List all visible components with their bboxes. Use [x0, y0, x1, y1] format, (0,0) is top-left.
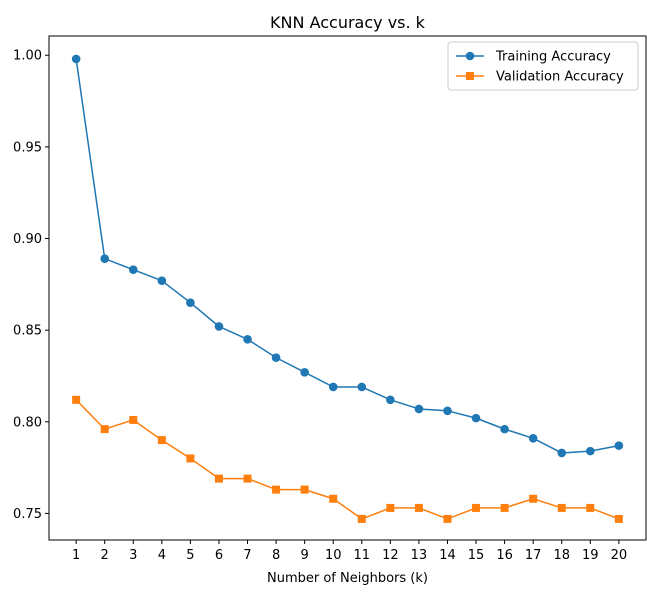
- x-tick-label: 10: [325, 548, 342, 563]
- x-tick-label: 14: [439, 548, 456, 563]
- data-point: [357, 514, 366, 523]
- legend-label: Training Accuracy: [495, 50, 611, 65]
- data-point: [100, 254, 110, 263]
- x-tick-label: 13: [411, 548, 428, 563]
- y-tick-label: 0.85: [13, 324, 42, 339]
- data-point: [272, 485, 281, 494]
- data-point: [128, 265, 138, 274]
- x-tick-label: 5: [186, 548, 194, 563]
- data-point: [300, 485, 309, 494]
- data-point: [157, 436, 166, 445]
- data-point: [300, 368, 309, 377]
- data-point: [271, 353, 281, 362]
- x-tick-label: 3: [129, 548, 137, 563]
- x-tick-label: 15: [468, 548, 485, 563]
- x-tick-label: 4: [158, 548, 166, 563]
- data-point: [243, 474, 252, 483]
- x-tick-label: 17: [525, 548, 542, 563]
- data-point: [528, 433, 538, 443]
- x-tick-label: 12: [382, 548, 399, 563]
- x-tick-label: 20: [611, 548, 628, 563]
- data-point: [586, 503, 595, 512]
- plot-area-frame: [48, 35, 647, 541]
- series-line: [75, 58, 620, 454]
- legend-marker: [466, 72, 474, 80]
- legend-label: Validation Accuracy: [496, 70, 624, 85]
- legend-marker: [465, 51, 475, 61]
- series-training-accuracy: [71, 54, 624, 458]
- data-point: [614, 441, 624, 450]
- x-tick-label: 7: [243, 548, 251, 563]
- y-tick-label: 0.90: [13, 232, 42, 247]
- data-point: [557, 448, 567, 458]
- chart-title: KNN Accuracy vs. k: [270, 13, 426, 32]
- data-point: [214, 322, 224, 331]
- x-tick-label: 6: [215, 548, 223, 563]
- data-point: [386, 395, 395, 405]
- y-tick-label: 0.80: [13, 415, 42, 430]
- data-point: [557, 503, 566, 512]
- x-tick-label: 1: [72, 548, 80, 563]
- data-point: [71, 54, 81, 64]
- data-point: [443, 514, 452, 523]
- x-tick-label: 9: [301, 548, 309, 563]
- data-point: [529, 494, 538, 503]
- data-point: [72, 395, 81, 404]
- data-point: [386, 503, 395, 512]
- data-point: [414, 404, 424, 414]
- y-tick-label: 0.75: [13, 507, 42, 522]
- series-validation-accuracy: [72, 395, 623, 523]
- x-tick-label: 16: [496, 548, 513, 563]
- data-point: [186, 298, 195, 307]
- data-point: [500, 503, 509, 512]
- x-tick-label: 19: [582, 548, 599, 563]
- series-line: [75, 399, 620, 520]
- data-point: [214, 474, 223, 483]
- x-tick-label: 8: [272, 548, 280, 563]
- data-point: [472, 503, 481, 512]
- data-point: [243, 335, 252, 344]
- legend-box: [447, 41, 639, 91]
- data-point: [614, 514, 623, 523]
- data-point: [585, 446, 595, 456]
- data-point: [328, 382, 338, 392]
- y-tick-label: 0.95: [13, 140, 42, 155]
- legend: Training Accuracy Validation Accuracy: [447, 41, 639, 91]
- data-point: [100, 425, 109, 434]
- x-tick-label: 2: [101, 548, 109, 563]
- data-point: [157, 276, 167, 285]
- data-point: [129, 415, 138, 424]
- data-point: [357, 382, 367, 392]
- data-point: [471, 413, 481, 423]
- data-point: [414, 503, 423, 512]
- data-point: [443, 406, 452, 416]
- x-axis-label: Number of Neighbors (k): [267, 571, 428, 586]
- y-tick-label: 1.00: [13, 49, 42, 64]
- x-tick-label: 18: [553, 548, 570, 563]
- data-point: [186, 454, 195, 463]
- data-point: [500, 424, 509, 434]
- data-point: [329, 494, 338, 503]
- x-tick-label: 11: [354, 548, 371, 563]
